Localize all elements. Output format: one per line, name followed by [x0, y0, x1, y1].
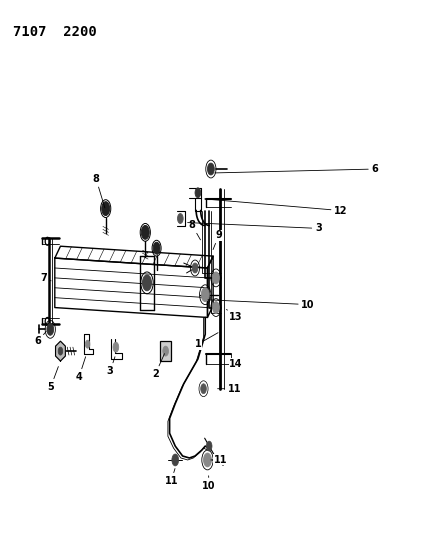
Text: 10: 10	[202, 476, 216, 491]
Circle shape	[208, 163, 214, 175]
Circle shape	[47, 324, 54, 335]
Text: 12: 12	[205, 199, 347, 215]
Text: 4: 4	[76, 357, 86, 382]
Circle shape	[172, 454, 178, 466]
Text: 3: 3	[187, 223, 322, 233]
Text: 11: 11	[211, 455, 227, 465]
Text: 11: 11	[0, 532, 1, 533]
Text: 13: 13	[227, 309, 242, 322]
Text: 11: 11	[218, 384, 242, 394]
Circle shape	[153, 243, 160, 254]
Text: 6: 6	[215, 164, 378, 174]
Text: 14: 14	[229, 359, 242, 369]
Circle shape	[85, 340, 90, 348]
Circle shape	[178, 214, 183, 223]
Circle shape	[113, 342, 119, 352]
Text: 6: 6	[34, 332, 46, 346]
Text: 8: 8	[93, 174, 105, 208]
Circle shape	[213, 272, 219, 284]
Circle shape	[203, 453, 211, 467]
Circle shape	[192, 263, 198, 273]
Text: 10: 10	[208, 300, 315, 310]
Circle shape	[141, 225, 149, 239]
Circle shape	[201, 288, 209, 302]
Bar	[160, 341, 171, 361]
Text: 11: 11	[0, 532, 1, 533]
Circle shape	[142, 275, 151, 290]
Text: 7: 7	[40, 273, 51, 283]
Text: 11: 11	[165, 469, 178, 486]
Text: 9: 9	[213, 230, 222, 249]
Circle shape	[206, 441, 212, 451]
Circle shape	[195, 188, 201, 198]
Text: 3: 3	[107, 357, 115, 376]
Text: 5: 5	[48, 367, 58, 392]
Text: 1: 1	[194, 333, 218, 349]
Text: 2: 2	[152, 354, 164, 379]
Circle shape	[213, 302, 219, 313]
Circle shape	[58, 347, 63, 355]
Text: 8: 8	[189, 221, 200, 240]
Polygon shape	[56, 341, 65, 361]
Text: 7107  2200: 7107 2200	[13, 25, 97, 38]
Circle shape	[102, 201, 110, 215]
Circle shape	[163, 346, 169, 356]
Circle shape	[201, 384, 206, 394]
